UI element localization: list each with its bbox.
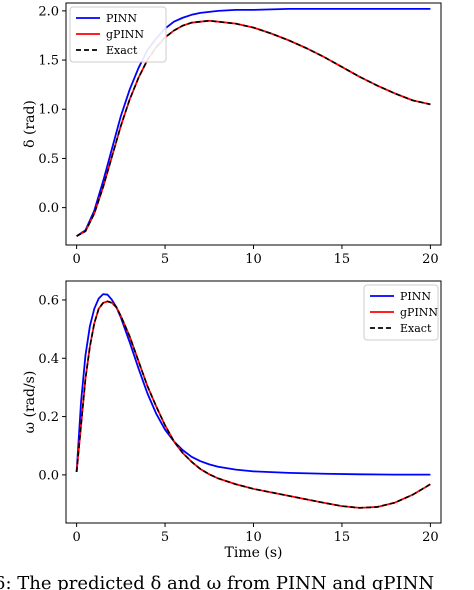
legend-frame <box>363 284 439 341</box>
x-tick-label: 0 <box>72 252 80 267</box>
x-tick-label: 0 <box>72 530 80 545</box>
legend-label-exact: Exact <box>400 322 432 335</box>
series-line-exact <box>76 19 431 237</box>
y-tick-label: 0.6 <box>38 293 59 308</box>
x-tick-label: 20 <box>422 252 439 267</box>
figure-caption: 6: The predicted δ and ω from PINN and g… <box>0 571 474 590</box>
x-tick-label: 5 <box>161 252 169 267</box>
legend: PINN gPINN Exact <box>363 284 439 341</box>
y-axis-label: ω (rad/s) <box>22 371 38 434</box>
legend-label-gpinn: gPINN <box>400 306 438 319</box>
x-axis-label: Time (s) <box>225 545 283 561</box>
x-tick-label: 10 <box>245 530 262 545</box>
legend-label-exact: Exact <box>106 44 138 57</box>
legend-label-pinn: PINN <box>400 290 431 303</box>
y-tick-label: 0.4 <box>38 352 59 367</box>
chart-panel-1: 0 5 10 15 20 0.0 0.5 1.0 1.5 2.0 δ (rad) PINN gPINN E… <box>22 2 442 267</box>
x-tick-label: 15 <box>334 252 351 267</box>
y-tick-label: 1.0 <box>38 103 59 118</box>
y-tick-label: 0.0 <box>38 201 59 216</box>
legend-label-pinn: PINN <box>106 12 137 25</box>
series-line-pinn <box>76 8 431 237</box>
legend-label-gpinn: gPINN <box>106 28 144 41</box>
y-tick-label: 0.2 <box>38 410 59 425</box>
y-tick-label: 0.5 <box>38 152 59 167</box>
legend: PINN gPINN Exact <box>69 6 167 63</box>
y-tick-label: 0.0 <box>38 468 59 483</box>
x-tick-label: 5 <box>161 530 169 545</box>
legend-frame <box>69 6 167 63</box>
y-tick-label: 1.5 <box>38 54 59 69</box>
x-tick-label: 20 <box>422 530 439 545</box>
series-line-exact <box>75 300 431 509</box>
x-tick-label: 10 <box>245 252 262 267</box>
series-line-pinn <box>75 293 431 476</box>
y-tick-label: 2.0 <box>38 4 59 19</box>
x-tick-label: 15 <box>334 530 351 545</box>
y-axis-label: δ (rad) <box>22 100 38 148</box>
caption-text: 6: The predicted δ and ω from PINN and g… <box>0 573 435 590</box>
chart-panel-2: 0 5 10 15 20 0.0 0.2 0.4 0.6 ω (rad/s) Time (s) PIN… <box>22 280 442 561</box>
